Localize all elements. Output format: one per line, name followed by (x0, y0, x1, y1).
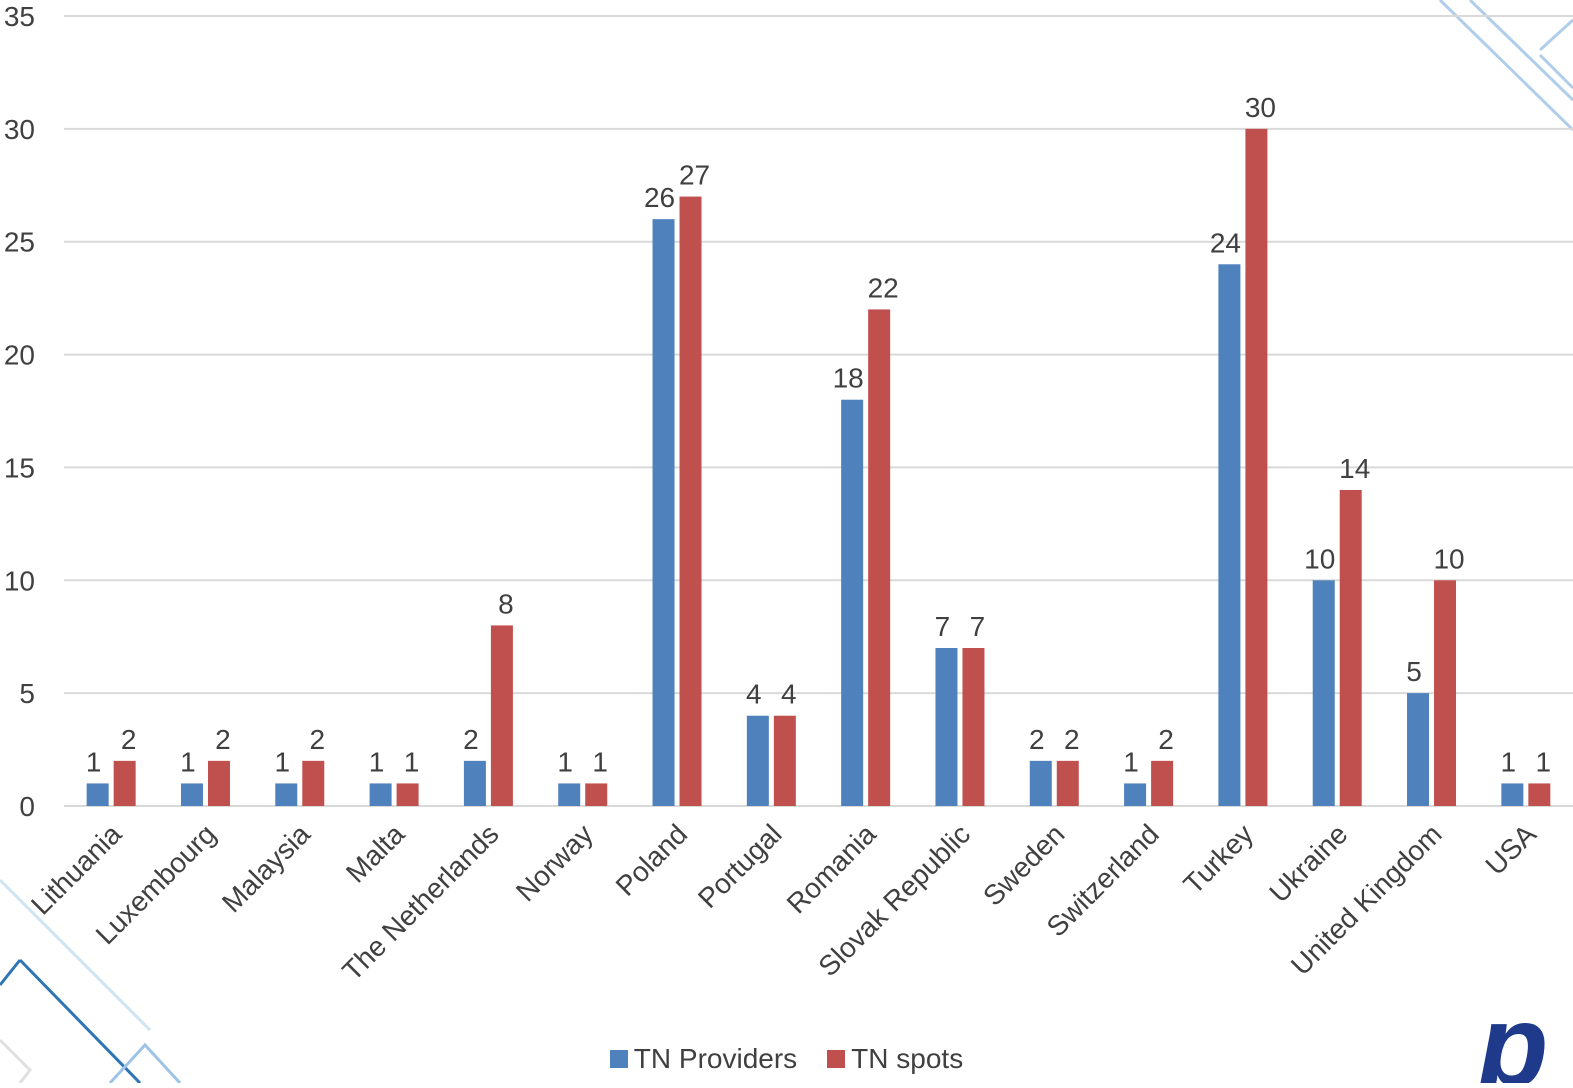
bar-tn-spots (1151, 760, 1174, 806)
data-label-tn-providers: 26 (644, 182, 675, 213)
data-label-tn-providers: 1 (86, 746, 102, 777)
bar-tn-providers (275, 783, 298, 806)
y-tick-label: 0 (19, 791, 35, 822)
data-label-tn-spots: 4 (781, 679, 797, 710)
data-label-tn-providers: 24 (1210, 227, 1241, 258)
data-label-tn-providers: 10 (1304, 543, 1335, 574)
data-label-tn-providers: 1 (274, 746, 290, 777)
data-label-tn-spots: 8 (498, 588, 514, 619)
data-label-tn-providers: 4 (746, 679, 762, 710)
bar-tn-spots (1339, 490, 1362, 806)
logo-mark: p (1475, 982, 1548, 1083)
x-tick-label: Poland (610, 818, 694, 902)
data-label-tn-spots: 1 (404, 746, 420, 777)
bar-tn-spots (1245, 128, 1268, 806)
data-label-tn-spots: 2 (1158, 724, 1174, 755)
bars (86, 128, 1551, 807)
data-label-tn-spots: 7 (970, 611, 986, 642)
bar-tn-providers (463, 760, 486, 806)
data-label-tn-spots: 2 (121, 724, 137, 755)
bar-tn-providers (746, 715, 769, 806)
data-label-tn-providers: 1 (369, 746, 385, 777)
bar-tn-spots (1056, 760, 1079, 806)
bar-tn-providers (1029, 760, 1052, 806)
bar-tn-spots (962, 648, 985, 806)
legend-item-providers: TN Providers (609, 1043, 798, 1075)
legend-item-spots: TN spots (827, 1043, 963, 1075)
x-tick-label: Malaysia (216, 818, 316, 918)
y-tick-label: 30 (4, 114, 35, 145)
bar-tn-providers (652, 219, 675, 807)
bar-tn-providers (180, 783, 203, 806)
y-tick-label: 15 (4, 452, 35, 483)
bar-tn-spots (207, 760, 230, 806)
decor-top-right (1438, 0, 1573, 132)
data-label-tn-providers: 1 (557, 746, 573, 777)
x-tick-label: USA (1479, 818, 1542, 881)
bar-tn-spots (868, 309, 891, 806)
x-tick-label: Malta (340, 818, 411, 889)
y-tick-label: 25 (4, 227, 35, 258)
bar-tn-providers (369, 783, 392, 806)
bar-tn-providers (1124, 783, 1147, 806)
bar-tn-providers (935, 648, 958, 806)
x-tick-label: Turkey (1177, 818, 1259, 900)
bar-tn-spots (396, 783, 419, 806)
data-label-tn-providers: 18 (833, 363, 864, 394)
decor-bottom-left (0, 878, 182, 1085)
data-label-tn-providers: 1 (1501, 746, 1517, 777)
bar-tn-providers (1501, 783, 1524, 806)
bar-tn-spots (679, 196, 702, 807)
data-label-tn-providers: 1 (180, 746, 196, 777)
bar-tn-providers (558, 783, 581, 806)
data-label-tn-spots: 22 (868, 272, 899, 303)
bar-tn-providers (86, 783, 109, 806)
bar-tn-spots (490, 625, 513, 806)
bar-tn-spots (773, 715, 796, 806)
legend-label-spots: TN spots (851, 1043, 964, 1074)
data-label-tn-spots: 2 (309, 724, 325, 755)
bar-tn-spots (113, 760, 136, 806)
y-tick-label: 10 (4, 565, 35, 596)
data-label-tn-spots: 27 (679, 160, 710, 191)
bar-tn-spots (585, 783, 608, 806)
x-tick-label: Norway (510, 818, 599, 907)
data-label-tn-providers: 2 (1029, 724, 1045, 755)
bar-tn-providers (1312, 580, 1335, 806)
x-tick-label: Ukraine (1263, 818, 1353, 908)
legend-swatch-providers (609, 1050, 628, 1068)
x-tick-label: Portugal (692, 818, 788, 914)
bar-tn-providers (841, 399, 864, 806)
y-tick-label: 5 (19, 678, 35, 709)
y-axis-tick-labels: 0 5 10 15 20 25 30 35 (4, 1, 35, 822)
bar-tn-spots (1528, 783, 1551, 806)
data-label-tn-spots: 10 (1433, 543, 1464, 574)
data-label-tn-providers: 1 (1123, 746, 1139, 777)
y-tick-label: 20 (4, 340, 35, 371)
x-tick-label: The Netherlands (336, 818, 504, 986)
bar-tn-providers (1218, 264, 1241, 806)
logo: p (1475, 982, 1548, 1088)
data-label-tn-providers: 7 (935, 611, 951, 642)
bar-tn-spots (1434, 580, 1457, 806)
data-label-tn-spots: 30 (1245, 92, 1276, 123)
bar-tn-spots (302, 760, 325, 806)
data-label-tn-spots: 1 (592, 746, 608, 777)
legend-swatch-spots (827, 1050, 846, 1068)
data-label-tn-providers: 5 (1406, 656, 1422, 687)
data-label-tn-providers: 2 (463, 724, 479, 755)
x-tick-label: Sweden (977, 818, 1070, 911)
legend-label-providers: TN Providers (633, 1043, 798, 1074)
data-label-tn-spots: 14 (1339, 453, 1370, 484)
bar-tn-providers (1407, 693, 1430, 806)
legend: TN Providers TN spots (0, 1043, 1573, 1075)
data-label-tn-spots: 2 (215, 724, 231, 755)
data-label-tn-spots: 1 (1536, 746, 1552, 777)
y-tick-label: 35 (4, 1, 35, 32)
data-label-tn-spots: 2 (1064, 724, 1080, 755)
